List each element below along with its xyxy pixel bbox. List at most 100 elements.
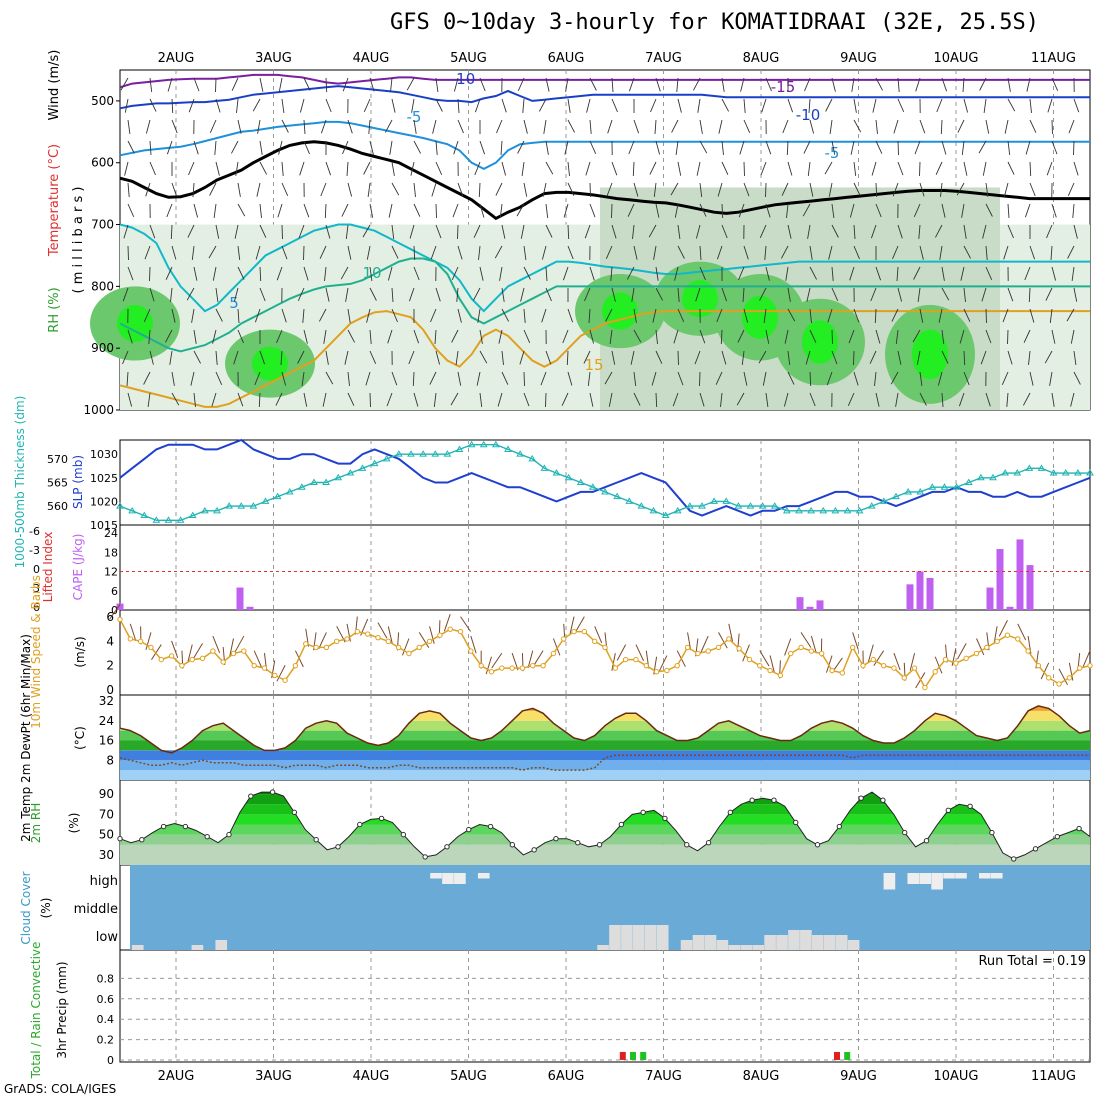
wind-barb — [737, 329, 745, 343]
tick-label-cape: 0 — [111, 604, 118, 617]
wind-barb — [299, 98, 305, 113]
wind-barb — [718, 119, 723, 134]
wind-barb — [193, 203, 199, 218]
wind-speed-marker — [179, 662, 185, 669]
wind-barb — [587, 371, 591, 386]
thickness-marker — [1013, 469, 1022, 476]
rh-core-high — [602, 292, 638, 330]
wind-barb — [627, 203, 635, 217]
contour-label: 10 — [362, 264, 381, 282]
wind-barb — [632, 161, 635, 177]
thickness-marker — [904, 487, 913, 495]
wind-barb — [369, 266, 373, 281]
wind-barb — [188, 161, 195, 176]
wind-barb — [963, 161, 968, 176]
thickness-marker — [310, 478, 318, 485]
wind-speed-marker — [313, 644, 319, 651]
wind-barb — [1025, 140, 1031, 155]
wind-speed-marker — [963, 655, 969, 662]
thickness-marker — [819, 506, 828, 514]
wind-barb — [127, 203, 135, 217]
wind-barb — [1029, 245, 1036, 260]
wind-barb — [743, 371, 748, 386]
wind-barb — [522, 98, 525, 113]
wind-barb — [897, 287, 903, 302]
chart-title: GFS 0~10day 3-hourly for KOMATIDRAAI (32… — [390, 10, 1040, 35]
wind-barb — [978, 140, 987, 154]
date-label-top: 11AUG — [1031, 51, 1076, 66]
wind-barb — [1029, 161, 1032, 177]
wind-barb-10m — [171, 640, 179, 659]
wind-barb — [171, 371, 175, 386]
contour-label: 15 — [584, 356, 603, 374]
wind-barb — [259, 287, 266, 302]
cloud-low-bar — [800, 930, 812, 950]
thickness-side-label: 1000-500mb Thickness (dm) — [13, 396, 27, 569]
wind-barb — [872, 98, 877, 113]
wind-barb — [259, 77, 264, 92]
wind-barb — [787, 98, 794, 113]
wind-barb — [297, 287, 305, 301]
wind-barb — [1001, 371, 1009, 385]
rh-marker — [989, 829, 995, 836]
wind-barb — [941, 350, 949, 364]
wind-barb — [147, 392, 151, 407]
wind-barb — [144, 245, 151, 260]
isotherm-line — [119, 120, 1090, 171]
wind-barb — [237, 266, 245, 280]
tick-label-thickness: 570 — [47, 453, 68, 466]
wind-barb — [516, 203, 525, 217]
wind-barb-10m — [418, 632, 430, 648]
wind-barb — [520, 287, 525, 302]
wind-barb — [670, 182, 679, 196]
wind-barb — [143, 308, 151, 322]
wind-barb — [276, 329, 283, 344]
wind-speed-marker — [829, 667, 835, 674]
rh-core-high — [117, 304, 153, 343]
wind-barb — [413, 119, 417, 134]
wind-barb — [323, 329, 327, 344]
thickness-marker — [261, 497, 270, 504]
wind-barb — [875, 203, 882, 218]
wind-barb — [457, 182, 464, 197]
thickness-marker — [370, 459, 379, 467]
wind-barb — [849, 203, 855, 218]
wind-speed-marker — [303, 641, 309, 647]
wind-barb — [870, 287, 877, 302]
rh-units-label: (%) — [67, 813, 81, 834]
wind-barb — [917, 287, 921, 302]
thickness-marker — [431, 450, 440, 457]
wind-barb — [606, 182, 613, 197]
series-line-SLP — [119, 438, 1091, 517]
wind-barb — [303, 329, 308, 344]
wind-barb — [520, 224, 525, 239]
wind-barb — [831, 350, 838, 365]
wind-barb-10m — [658, 655, 668, 672]
wind-barb — [589, 77, 597, 91]
wind-speed-marker — [932, 669, 938, 675]
wind-barb — [783, 392, 789, 407]
wind-barb — [1049, 308, 1053, 323]
wind-barb — [545, 224, 553, 238]
rh-fill-band — [120, 804, 1090, 815]
wind-barb — [699, 119, 703, 134]
wind-barb — [717, 182, 723, 197]
wind-barb — [787, 287, 791, 302]
tick-label-slp: 1015 — [90, 519, 118, 532]
wind-speed-marker — [994, 638, 1000, 645]
thickness-marker — [734, 502, 743, 509]
date-label-top: 8AUG — [743, 51, 780, 66]
wind-barb — [765, 392, 769, 407]
wind-barb — [541, 308, 547, 323]
wind-barb — [259, 266, 262, 282]
thickness-marker — [698, 502, 706, 509]
wind-barb — [913, 203, 921, 217]
wind-barb — [435, 203, 437, 219]
wind-barb — [785, 266, 789, 281]
wind-barb — [829, 119, 833, 134]
rh-marker — [204, 833, 210, 840]
wind-barb — [1073, 98, 1080, 113]
wind-barb — [720, 329, 723, 345]
wind-barb — [276, 266, 283, 281]
wind-barb — [875, 392, 880, 407]
